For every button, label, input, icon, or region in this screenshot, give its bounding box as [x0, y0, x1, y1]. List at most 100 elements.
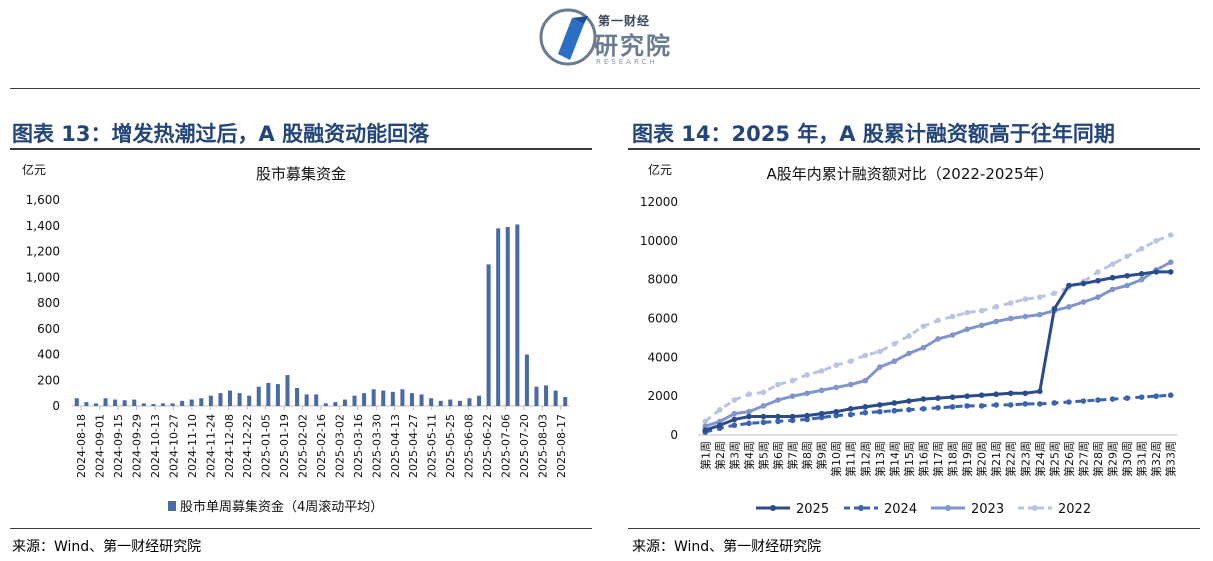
data-point	[1153, 238, 1159, 244]
x-tick-label: 第25周	[1047, 441, 1061, 477]
data-point	[1080, 398, 1087, 404]
x-tick-label: 2025-03-30	[370, 414, 383, 478]
bar	[151, 404, 156, 406]
data-point	[891, 400, 898, 406]
data-point	[964, 309, 970, 316]
data-point	[702, 423, 709, 430]
x-tick-label: 2024-11-10	[186, 414, 199, 478]
legend-label: 2024	[884, 502, 917, 517]
x-tick-label: 第16周	[916, 441, 930, 477]
data-point	[833, 384, 839, 391]
legend: 2025 2024 2023 2022	[756, 502, 1091, 517]
data-point	[1138, 271, 1145, 277]
bar	[419, 394, 424, 406]
data-point	[789, 393, 796, 399]
data-point	[789, 413, 796, 420]
x-tick-label: 2025-02-02	[297, 414, 310, 478]
data-point	[877, 402, 883, 408]
x-tick-label: 2025-04-27	[407, 414, 420, 478]
bar	[113, 399, 118, 406]
data-point	[964, 326, 970, 332]
x-tick-label: 2025-01-19	[278, 414, 291, 478]
y-tick-label: 800	[37, 296, 60, 310]
bar	[314, 394, 319, 406]
x-tick-label: 第17周	[931, 441, 945, 477]
bar	[275, 384, 280, 406]
data-point	[1124, 253, 1130, 260]
y-tick-label: 6000	[647, 312, 678, 326]
data-point	[746, 408, 752, 415]
data-point	[731, 416, 738, 423]
x-tick-label: 第19周	[960, 441, 974, 477]
data-point	[760, 413, 767, 420]
bar	[256, 386, 261, 406]
data-point	[760, 419, 767, 426]
bar	[563, 396, 568, 406]
data-point	[847, 381, 854, 388]
bar	[429, 398, 434, 406]
data-point	[877, 348, 883, 355]
bar	[208, 395, 213, 406]
data-point	[1037, 388, 1043, 395]
x-tick-label: 2025-04-13	[389, 414, 402, 478]
bar	[285, 375, 290, 406]
data-point	[1109, 286, 1116, 293]
bar	[400, 389, 405, 406]
x-tick-label: 2025-07-06	[499, 414, 512, 478]
data-point	[1124, 395, 1130, 401]
x-tick-label: 2025-02-16	[315, 414, 328, 478]
y-tick-label: 12000	[640, 195, 678, 209]
data-point	[1022, 313, 1029, 320]
x-tick-label: 第10周	[829, 441, 843, 477]
bar	[180, 400, 185, 406]
bar	[237, 393, 242, 406]
left-source-note: 来源：Wind、第一财经研究院	[12, 539, 202, 555]
y-tick-label: 200	[37, 373, 60, 387]
data-point	[1051, 290, 1058, 297]
logo-sub-text: RESEARCH	[596, 58, 658, 66]
y-tick-label: 1,400	[26, 219, 60, 233]
left-figure-heading: 图表 13：增发热潮过后，A 股融资动能回落	[12, 122, 430, 146]
x-tick-label: 2024-08-18	[75, 414, 88, 478]
data-point	[818, 387, 825, 394]
bar	[323, 403, 328, 406]
data-point	[1138, 394, 1145, 400]
series-2024	[702, 392, 1174, 435]
x-tick-label: 第26周	[1062, 441, 1076, 477]
data-point	[1109, 396, 1116, 402]
bar	[132, 399, 137, 406]
data-point	[935, 405, 941, 411]
x-tick-label: 2025-01-05	[260, 414, 273, 478]
x-tick-label: 第9周	[815, 441, 829, 470]
bar	[352, 395, 357, 406]
data-point	[702, 418, 709, 425]
data-point	[804, 372, 810, 378]
data-point	[818, 414, 825, 421]
bar	[371, 389, 376, 406]
header-divider	[10, 88, 1200, 89]
data-point	[1138, 276, 1145, 283]
bar	[409, 393, 414, 406]
series-line	[704, 260, 1172, 428]
data-point	[702, 427, 709, 433]
data-point	[1022, 390, 1029, 397]
bar	[381, 390, 386, 406]
data-point	[746, 391, 752, 398]
data-point	[862, 409, 869, 416]
right-figure-heading: 图表 14：2025 年，A 股累计融资额高于往年同期	[632, 122, 1115, 146]
x-tick-label: 2025-06-22	[481, 414, 494, 478]
x-tick-label: 第23周	[1018, 441, 1032, 477]
right-heading-rule	[628, 148, 1200, 150]
bar	[295, 387, 300, 406]
data-point	[847, 411, 854, 418]
x-tick-label: 第33周	[1164, 441, 1178, 477]
bar	[170, 403, 175, 406]
x-tick-label: 2025-08-03	[536, 414, 549, 478]
y-tick-label: 4000	[647, 350, 678, 364]
data-point	[818, 368, 825, 374]
chart-title: A股年内累计融资额对比（2022-2025年）	[766, 165, 1053, 183]
data-point	[949, 394, 956, 400]
x-tick-label: 第29周	[1106, 441, 1120, 477]
data-point	[920, 323, 927, 330]
data-point	[906, 406, 912, 413]
